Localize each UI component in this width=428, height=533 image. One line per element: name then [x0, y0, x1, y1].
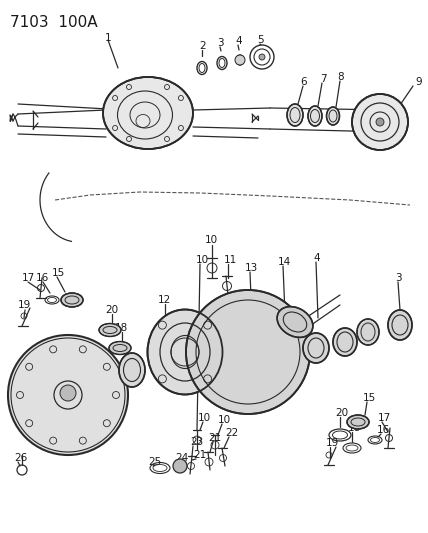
Text: 14: 14	[278, 257, 291, 267]
Text: 1: 1	[105, 33, 112, 43]
Text: 6: 6	[300, 77, 306, 87]
Text: 7103  100A: 7103 100A	[10, 15, 98, 30]
Text: 15: 15	[363, 393, 376, 403]
Circle shape	[376, 118, 384, 126]
Ellipse shape	[99, 324, 121, 336]
Ellipse shape	[148, 310, 223, 394]
Text: 4: 4	[313, 253, 320, 263]
Circle shape	[8, 335, 128, 455]
Text: 11: 11	[224, 255, 237, 265]
Text: 3: 3	[395, 273, 401, 283]
Ellipse shape	[308, 106, 322, 126]
Text: 12: 12	[158, 295, 171, 305]
Circle shape	[60, 385, 76, 401]
Text: 15: 15	[52, 268, 65, 278]
Text: 10: 10	[198, 413, 211, 423]
Text: 5: 5	[257, 35, 264, 45]
Ellipse shape	[277, 306, 313, 337]
Text: 18: 18	[348, 423, 361, 433]
Text: 16: 16	[36, 273, 49, 283]
Text: 18: 18	[115, 323, 128, 333]
Ellipse shape	[119, 353, 145, 387]
Ellipse shape	[103, 77, 193, 149]
Text: 19: 19	[18, 300, 31, 310]
Circle shape	[259, 54, 265, 60]
Text: 23: 23	[190, 437, 203, 447]
Text: 25: 25	[148, 457, 161, 467]
Ellipse shape	[388, 310, 412, 340]
Text: 9: 9	[415, 77, 422, 87]
Text: 21: 21	[208, 433, 221, 443]
Text: 26: 26	[14, 453, 27, 463]
Ellipse shape	[287, 104, 303, 126]
Text: 24: 24	[175, 453, 188, 463]
Ellipse shape	[109, 342, 131, 354]
Text: 17: 17	[378, 413, 391, 423]
Circle shape	[352, 94, 408, 150]
Text: 22: 22	[225, 428, 238, 438]
Text: 7: 7	[320, 74, 327, 84]
Text: 10: 10	[218, 415, 231, 425]
Ellipse shape	[303, 333, 329, 363]
Text: 19: 19	[326, 438, 339, 448]
Ellipse shape	[347, 415, 369, 429]
Circle shape	[186, 290, 310, 414]
Ellipse shape	[357, 319, 379, 345]
Text: 16: 16	[377, 425, 390, 435]
Text: 2: 2	[199, 41, 205, 51]
Text: 10: 10	[196, 255, 209, 265]
Circle shape	[173, 459, 187, 473]
Text: 8: 8	[337, 72, 344, 82]
Ellipse shape	[61, 293, 83, 307]
Text: 17: 17	[22, 273, 35, 283]
Text: 10: 10	[205, 235, 218, 245]
Ellipse shape	[327, 107, 339, 125]
Text: 20: 20	[335, 408, 348, 418]
Text: 13: 13	[245, 263, 258, 273]
Text: 3: 3	[217, 38, 223, 48]
Text: 21: 21	[193, 450, 206, 460]
Text: 4: 4	[235, 36, 242, 46]
Text: 20: 20	[105, 305, 118, 315]
Circle shape	[235, 55, 245, 65]
Ellipse shape	[333, 328, 357, 356]
